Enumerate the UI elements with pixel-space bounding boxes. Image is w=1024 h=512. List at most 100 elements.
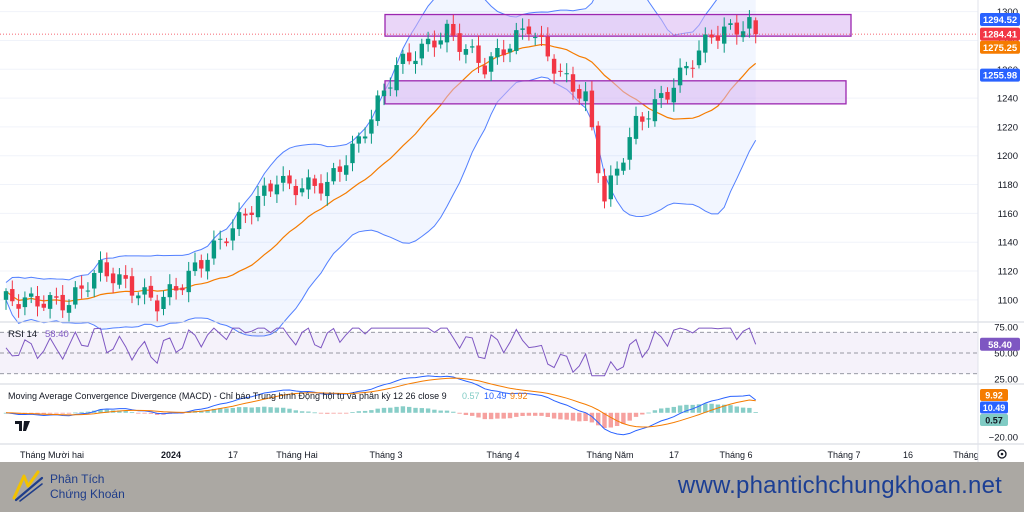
candle: [470, 39, 475, 54]
candle-body: [570, 74, 576, 92]
candle: [747, 10, 752, 38]
candle: [230, 219, 235, 251]
macd-histogram-bar: [608, 412, 613, 428]
candle: [520, 18, 525, 40]
settings-gear-icon[interactable]: [997, 449, 1007, 459]
candle-body: [696, 50, 702, 66]
candle: [325, 172, 330, 206]
candle: [211, 230, 217, 265]
candle-body: [596, 125, 601, 174]
macd-histogram-bar: [117, 410, 122, 413]
tradingview-logo-icon[interactable]: [12, 417, 34, 435]
candle: [451, 14, 456, 41]
macd-histogram-bar: [388, 407, 393, 413]
candle: [728, 19, 733, 30]
bollinger-upper-line: [5, 0, 718, 283]
candle: [155, 294, 160, 322]
rsi-value-tag: 58.40: [980, 337, 1020, 351]
candle-body: [388, 87, 393, 89]
price-tick-label: 1300: [997, 7, 1018, 18]
candle: [136, 292, 141, 306]
macd-histogram-bar: [596, 412, 601, 426]
candle: [293, 179, 298, 206]
candle: [596, 121, 601, 183]
candle-body: [470, 46, 475, 48]
candle-body: [337, 166, 343, 172]
candle: [753, 17, 758, 44]
candle: [690, 60, 695, 78]
brand-logo-icon: [12, 470, 44, 502]
candle: [602, 168, 607, 209]
macd-histogram-bar: [205, 410, 210, 413]
candle: [570, 66, 576, 100]
candle-body: [425, 38, 431, 45]
candle: [123, 265, 128, 289]
candle-body: [79, 285, 84, 289]
macd-histogram-bar: [665, 407, 670, 413]
candle-body: [551, 58, 557, 74]
candle-body: [16, 304, 21, 309]
macd-histogram-bar: [262, 406, 267, 413]
macd-histogram-bar: [325, 412, 330, 414]
macd-line-value: 10.49: [484, 391, 507, 401]
candle-body: [243, 213, 248, 216]
macd-histogram-bar: [236, 407, 242, 413]
candle: [142, 278, 147, 305]
macd-histogram-bar: [715, 404, 721, 413]
candle-body: [104, 262, 109, 277]
candle-body: [589, 90, 595, 128]
candle: [312, 174, 317, 194]
candle: [186, 261, 191, 303]
candle-body: [728, 23, 733, 25]
candle-body: [602, 176, 607, 202]
macd-histogram-bar: [684, 404, 689, 413]
x-axis: Tháng Mười hai 2024 17 Tháng Hai Tháng 3 Thán…: [20, 450, 979, 460]
price-tag: 1255.98: [980, 68, 1020, 82]
price-tag-box: [980, 68, 1020, 82]
candle: [180, 284, 185, 296]
candle-body: [218, 238, 223, 240]
macd-histogram-bar: [218, 408, 223, 413]
candle-body: [35, 295, 40, 307]
macd-histogram-bar: [407, 406, 412, 413]
candle-body: [85, 290, 91, 292]
candle-body: [514, 30, 519, 51]
time-axis-label: 17: [228, 450, 238, 460]
candle: [306, 169, 311, 199]
website-link[interactable]: www.phantichchungkhoan.net: [677, 472, 1002, 499]
candle-body: [671, 87, 676, 103]
macd-histogram-bar: [703, 403, 708, 413]
candle: [514, 22, 519, 55]
macd-hist-value: 0.57: [462, 391, 480, 401]
candle: [438, 32, 443, 49]
macd-histogram-bar: [621, 412, 626, 424]
macd-value-tag-box: [980, 414, 1008, 426]
candle-body: [715, 35, 721, 41]
candle-body: [22, 297, 28, 308]
candle: [589, 81, 595, 131]
macd-histogram-bar: [123, 410, 128, 413]
resistance-zone: [384, 80, 847, 105]
candle-body: [274, 184, 280, 195]
candle: [545, 27, 550, 62]
macd-histogram-bar: [709, 403, 714, 413]
candle: [551, 54, 557, 84]
price-tick-label: 1120: [998, 267, 1018, 278]
macd-histogram-bar: [142, 412, 147, 414]
candle-body: [325, 181, 330, 197]
candle: [236, 202, 242, 237]
macd-histogram-bar: [79, 411, 84, 413]
candle: [249, 206, 254, 225]
macd-histogram-bar: [331, 412, 336, 414]
candle: [388, 77, 393, 97]
candle: [722, 17, 727, 53]
candle-body: [564, 73, 569, 75]
candle: [734, 14, 739, 45]
macd-histogram-bar: [369, 410, 374, 413]
macd-signal-line: [5, 377, 756, 428]
candle: [539, 25, 544, 47]
candle: [375, 90, 380, 126]
bollinger-band-fill: [6, 0, 756, 336]
candle-body: [29, 293, 34, 297]
time-axis-label: Tháng 3: [369, 450, 402, 460]
